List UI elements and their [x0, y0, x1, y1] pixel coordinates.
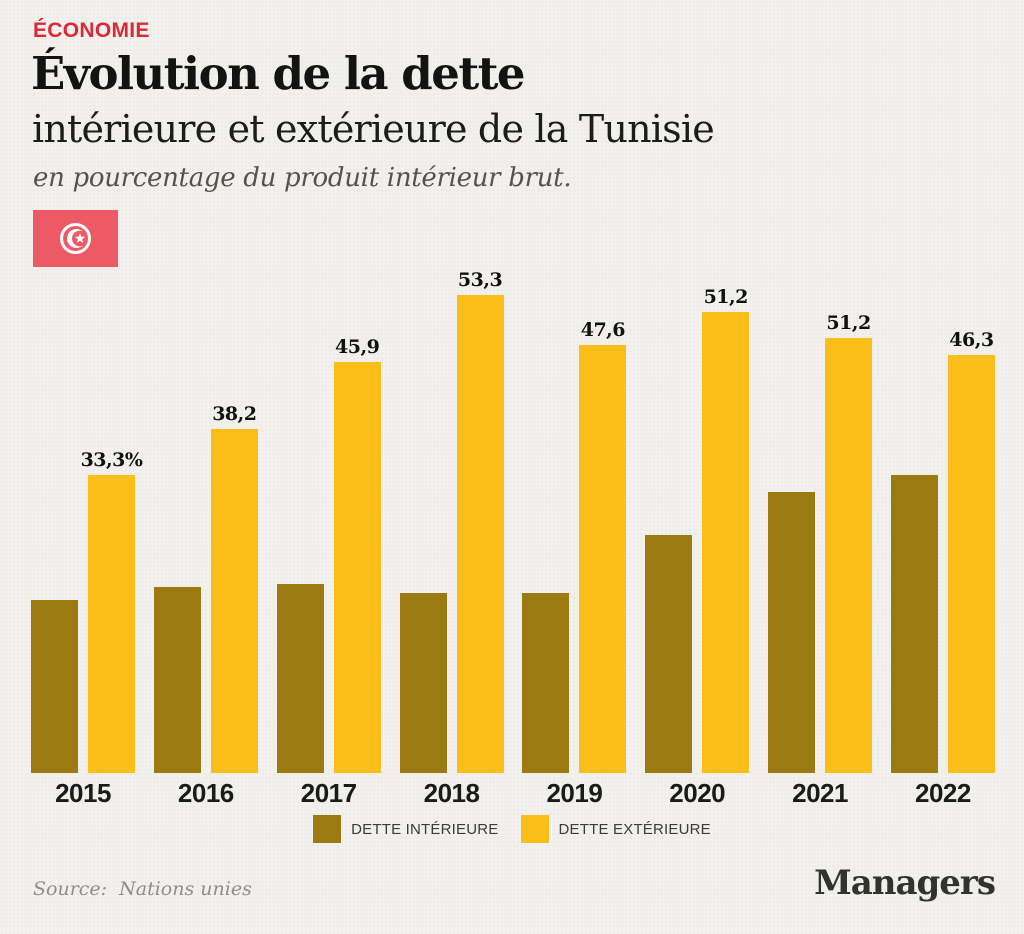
value-label-2018: 53,3 [457, 269, 503, 291]
tunisia-flag-icon [33, 210, 118, 267]
bars-2015: 33,3% [31, 280, 143, 773]
bar-dette-interieure-2017 [276, 584, 324, 773]
bar-dette-exterieure-2021: 51,2 [825, 312, 873, 773]
value-label-2016: 38,2 [212, 403, 257, 425]
x-axis-label-2016: 2016 [177, 778, 234, 808]
year-group-2022: 46,3 2022 [890, 280, 995, 809]
value-label-2020: 51,2 [703, 286, 749, 308]
year-group-2021: 51,2 2021 [768, 280, 873, 809]
bar-dette-interieure-2015 [31, 600, 78, 773]
source-credit: Source: Nations unies [33, 878, 252, 900]
bars-2019: 47,6 [522, 280, 627, 773]
page-subtitle: intérieure et extérieure de la Tunisie [32, 107, 715, 151]
x-axis-label-2017: 2017 [300, 778, 357, 808]
bar-dette-interieure-2018 [399, 593, 447, 773]
bar-dette-exterieure-2017: 45,9 [333, 336, 381, 773]
x-axis-label-2019: 2019 [546, 778, 603, 808]
bar-dette-exterieure-2019: 47,6 [579, 319, 627, 773]
year-group-2020: 51,2 2020 [645, 280, 750, 809]
value-label-2015: 33,3% [80, 449, 143, 471]
page-title: Évolution de la dette [31, 47, 526, 100]
value-label-2022: 46,3 [949, 329, 994, 351]
bar-dette-exterieure-2022: 46,3 [947, 329, 995, 773]
bar-dette-exterieure-2015: 33,3% [81, 449, 143, 773]
managers-logo: Managers [814, 863, 996, 903]
bar-dette-exterieure-2016: 38,2 [210, 403, 258, 773]
x-axis-label-2018: 2018 [423, 778, 480, 808]
bar-dette-exterieure-2020: 51,2 [702, 286, 750, 773]
bars-2016: 38,2 [153, 280, 258, 773]
bar-dette-interieure-2021 [768, 492, 816, 773]
year-group-2016: 38,2 2016 [153, 280, 258, 809]
chart-unit-tagline: en pourcentage du produit intérieur brut… [33, 163, 572, 193]
legend-item-exterieure: DETTE EXTÉRIEURE [520, 815, 711, 843]
bar-dette-interieure-2019 [522, 593, 570, 773]
bar-chart: 33,3% 2015 38,2 2016 45,9 2017 53,3 2018 47,6 201… [31, 269, 995, 809]
year-group-2019: 47,6 2019 [522, 280, 627, 809]
bar-dette-interieure-2022 [890, 475, 938, 773]
chart-legend: DETTE INTÉRIEURE DETTE EXTÉRIEURE [0, 814, 1024, 844]
legend-swatch-exterieure-icon [520, 815, 549, 843]
year-group-2015: 33,3% 2015 [31, 280, 143, 809]
bars-2021: 51,2 [768, 280, 873, 773]
x-axis-label-2022: 2022 [914, 778, 971, 808]
legend-item-interieure: DETTE INTÉRIEURE [313, 815, 498, 843]
bars-2022: 46,3 [890, 280, 995, 773]
x-axis-label-2015: 2015 [55, 778, 111, 808]
bars-2017: 45,9 [276, 280, 381, 773]
legend-swatch-interieure-icon [313, 815, 342, 843]
x-axis-label-2021: 2021 [792, 778, 848, 808]
bars-2018: 53,3 [399, 269, 504, 773]
section-kicker: ÉCONOMIE [33, 19, 150, 42]
value-label-2019: 47,6 [580, 319, 626, 341]
bar-dette-exterieure-2018: 53,3 [456, 269, 504, 773]
x-axis-label-2020: 2020 [669, 778, 726, 808]
value-label-2021: 51,2 [826, 312, 871, 334]
bar-dette-interieure-2020 [645, 535, 693, 773]
legend-label-interieure: DETTE INTÉRIEURE [351, 820, 499, 838]
legend-label-exterieure: DETTE EXTÉRIEURE [558, 820, 711, 838]
bar-dette-interieure-2016 [153, 587, 201, 773]
year-group-2018: 53,3 2018 [399, 269, 504, 809]
bars-2020: 51,2 [645, 280, 750, 773]
year-group-2017: 45,9 2017 [276, 280, 381, 809]
value-label-2017: 45,9 [335, 336, 380, 358]
